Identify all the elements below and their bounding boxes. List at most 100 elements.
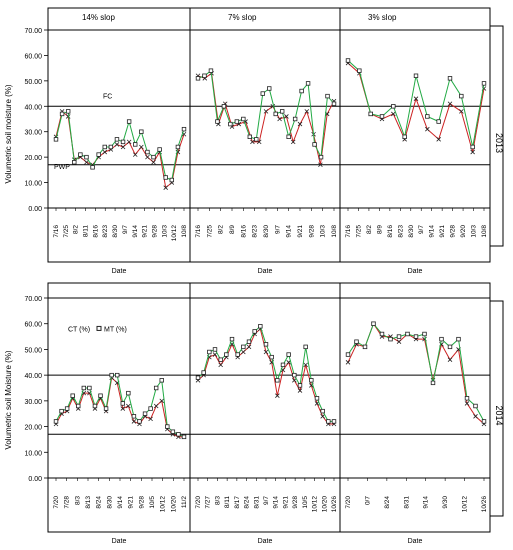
mt-data-point [260, 91, 265, 96]
mt-data-point [345, 58, 351, 63]
ct-data-point [131, 419, 137, 424]
x-tick-label: 10/12 [171, 225, 178, 242]
mt-data-point [133, 142, 138, 147]
mt-data-point [65, 109, 71, 114]
ct-data-point [132, 152, 138, 157]
mt-data-point [195, 375, 201, 380]
mt-data-point [309, 378, 314, 383]
mt-data-point [246, 339, 252, 344]
year-label: 2013 [494, 133, 504, 153]
mt-data-point [286, 134, 291, 139]
mt-data-point [345, 352, 351, 357]
x-tick-label: 9/21 [128, 496, 135, 509]
fc-label: FC [103, 93, 112, 100]
mt-data-point [263, 342, 269, 347]
ct-data-point [163, 185, 168, 190]
ct-data-point [263, 349, 269, 355]
ct-data-point [263, 109, 269, 114]
x-tick-label: 7/25 [63, 225, 70, 238]
mt-data-point [459, 93, 464, 99]
mt-data-point [439, 336, 444, 342]
mt-data-point [447, 344, 453, 350]
ct-data-point [297, 121, 303, 127]
mt-data-point [78, 152, 83, 157]
x-tick-label: 8/13 [85, 496, 92, 509]
ct-data-point [464, 401, 470, 406]
mt-data-point [195, 76, 201, 81]
mt-data-point [208, 68, 214, 73]
mt-data-point [247, 134, 253, 139]
mt-data-point [470, 144, 475, 150]
ct-data-point [297, 388, 303, 393]
ct-data-point [159, 398, 165, 404]
y-tick-label: 30.00 [24, 399, 42, 406]
mt-data-point [331, 101, 337, 106]
y-tick-label: 60.00 [24, 53, 42, 60]
x-tick-label: 8/30 [112, 225, 119, 238]
x-tick-label: 9/7 [418, 225, 425, 234]
mt-data-point [320, 408, 325, 414]
x-tick-label: 10/12 [462, 496, 469, 513]
mt-data-point [148, 406, 153, 411]
mt-data-point [241, 116, 246, 122]
mt-data-point [312, 142, 317, 147]
x-tick-label: 8/2 [218, 225, 225, 234]
x-axis-label: Date [112, 538, 127, 545]
mt-data-point [215, 119, 220, 124]
x-tick-label: 9/21 [439, 225, 446, 238]
ct-data-point [114, 142, 120, 147]
mt-data-point [405, 331, 410, 337]
mt-data-point [202, 73, 207, 78]
mt-data-point [326, 419, 331, 424]
ct-data-point [120, 406, 126, 411]
x-axis-label: Date [408, 538, 423, 545]
x-tick-label: 9/21 [282, 496, 289, 509]
y-tick-label: 10.00 [24, 450, 42, 457]
mt-data-point [151, 154, 156, 160]
row-frame [47, 7, 491, 263]
mt-data-point [163, 175, 168, 180]
mt-data-point [252, 329, 257, 334]
mt-data-point [126, 390, 131, 396]
mt-data-point [388, 336, 393, 342]
legend-mt-marker [96, 325, 102, 331]
mt-data-point [181, 434, 187, 440]
y-tick-label: 70.00 [24, 28, 42, 35]
x-tick-label: 9/7 [263, 496, 270, 505]
x-tick-label: 8/11 [224, 496, 231, 509]
mt-data-point [379, 114, 385, 119]
ct-data-point [292, 378, 297, 383]
x-tick-label: 7/27 [205, 496, 212, 509]
ct-data-point [284, 114, 289, 119]
mt-series-line [55, 110, 185, 181]
x-tick-label: 9/7 [122, 225, 129, 234]
mt-data-point [169, 177, 175, 183]
mt-data-point [413, 73, 419, 78]
mt-data-point [422, 331, 427, 337]
x-tick-label: 8/23 [102, 225, 109, 238]
mt-data-point [279, 109, 285, 114]
mt-data-point [413, 334, 419, 339]
ct-data-point [413, 96, 419, 101]
y-tick-label: 20.00 [24, 425, 42, 432]
mt-data-point [64, 406, 70, 411]
x-tick-label: 0/7 [364, 496, 371, 505]
x-tick-label: 8/17 [234, 496, 241, 509]
mt-data-point [258, 324, 263, 329]
y-tick-label: 70.00 [24, 296, 42, 303]
mt-data-point [481, 419, 487, 424]
y-axis-label: Volumetric soil Moisture (%) [4, 350, 13, 449]
x-tick-label: 10/3 [161, 225, 168, 238]
x-tick-label: 8/16 [92, 225, 99, 238]
x-tick-label: 8/9 [376, 225, 383, 234]
x-tick-label: 10/8 [181, 225, 188, 238]
x-tick-label: 7/28 [64, 496, 71, 509]
pwp-label: PWP [54, 164, 70, 171]
mt-data-point [286, 352, 291, 357]
y-tick-label: 10.00 [24, 181, 42, 188]
y-tick-label: 60.00 [24, 322, 42, 329]
ct-data-point [126, 139, 132, 145]
x-tick-label: 9/14 [429, 225, 436, 238]
